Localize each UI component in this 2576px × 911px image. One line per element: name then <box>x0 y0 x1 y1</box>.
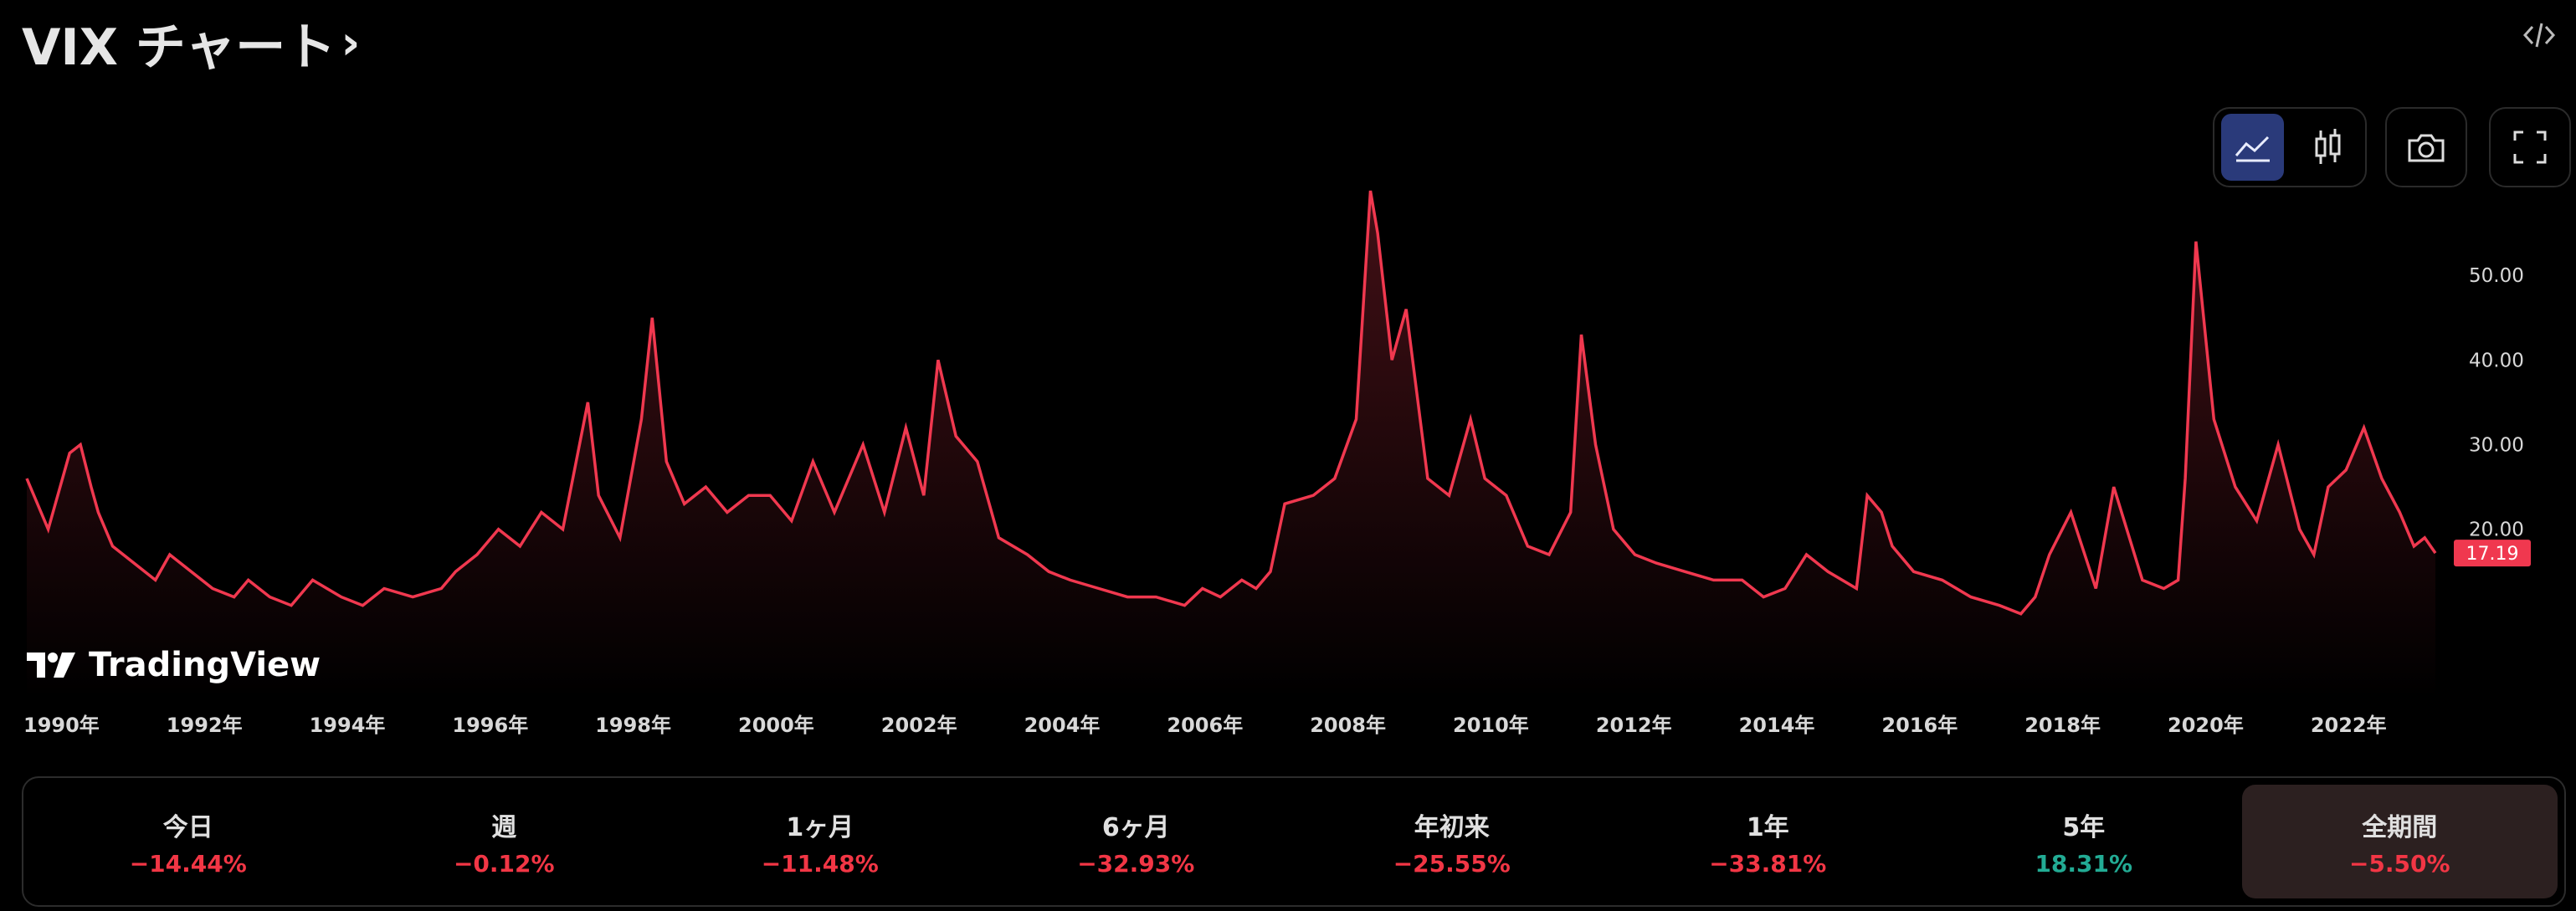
x-axis-tick-label: 1996年 <box>452 714 528 737</box>
performance-tab[interactable]: 1ヶ月 −11.48% <box>662 785 978 898</box>
x-axis-tick-label: 2008年 <box>1310 714 1386 737</box>
performance-change-value: −14.44% <box>129 849 247 878</box>
watermark-text: TradingView <box>89 646 321 684</box>
performance-period-label: 5年 <box>2062 812 2106 842</box>
y-axis-tick-label: 20.00 <box>2469 519 2524 541</box>
title-text[interactable]: VIX チャート <box>22 18 336 77</box>
x-axis-tick-label: 2006年 <box>1167 714 1243 737</box>
performance-change-value: −25.55% <box>1393 849 1511 878</box>
performance-period-label: 週 <box>491 812 517 842</box>
performance-change-value: −11.48% <box>761 849 879 878</box>
x-axis-tick-label: 2018年 <box>2024 714 2101 737</box>
performance-change-value: 18.31% <box>2035 849 2133 878</box>
x-axis-tick-label: 2004年 <box>1024 714 1101 737</box>
tradingview-logo: TradingView <box>25 646 321 684</box>
x-axis-tick-label: 1998年 <box>595 714 671 737</box>
performance-tab[interactable]: 1年 −33.81% <box>1610 785 1927 898</box>
tradingview-logo-icon <box>27 653 75 678</box>
code-embed-icon[interactable] <box>2521 17 2558 54</box>
area-chart-button[interactable] <box>2221 114 2284 181</box>
fullscreen-button[interactable] <box>2497 114 2563 181</box>
y-axis-tick-label: 50.00 <box>2469 265 2524 287</box>
last-price-badge <box>2454 540 2531 567</box>
x-axis-tick-label: 2016年 <box>1881 714 1958 737</box>
chevron-right-icon[interactable]: › <box>341 16 361 70</box>
performance-tab[interactable]: 今日 −14.44% <box>30 785 346 898</box>
x-axis-tick-label: 1990年 <box>23 714 100 737</box>
camera-icon <box>2408 134 2445 162</box>
performance-tab[interactable]: 6ヶ月 −32.93% <box>978 785 1295 898</box>
snapshot-group <box>2385 107 2467 187</box>
x-axis-tick-label: 2014年 <box>1739 714 1815 737</box>
performance-change-value: −0.12% <box>453 849 555 878</box>
snapshot-button[interactable] <box>2394 114 2459 181</box>
candlestick-button[interactable] <box>2296 114 2358 181</box>
performance-change-value: −32.93% <box>1077 849 1195 878</box>
performance-tab[interactable]: 年初来 −25.55% <box>1294 785 1610 898</box>
fullscreen-group <box>2489 107 2571 187</box>
performance-period-label: 全期間 <box>2362 812 2438 842</box>
performance-period-label: 1年 <box>1746 812 1789 842</box>
y-axis-tick-label: 30.00 <box>2469 435 2524 457</box>
performance-period-label: 今日 <box>162 812 213 842</box>
series-line <box>25 190 2437 616</box>
x-axis-tick-label: 2022年 <box>2311 714 2387 737</box>
vix-area-chart[interactable]: 1990年 1992年 1994年 1996年 1998年 2000年 2002年 2004年… <box>0 184 2576 753</box>
performance-tab[interactable]: 週 −0.12% <box>346 785 663 898</box>
performance-change-value: −33.81% <box>1709 849 1827 878</box>
series-area-fill <box>27 191 2435 699</box>
performance-period-label: 年初来 <box>1414 812 1490 842</box>
chart-type-toggle <box>2213 107 2367 187</box>
performance-bar: 今日 −14.44% 週 −0.12% 1ヶ月 −11.48% 6ヶ月 −32.93% 年初来 −… <box>22 776 2566 907</box>
x-axis-tick-label: 2010年 <box>1453 714 1529 737</box>
y-axis-tick-label: 40.00 <box>2469 350 2524 371</box>
fullscreen-icon <box>2513 131 2547 164</box>
x-axis-tick-label: 1992年 <box>167 714 243 737</box>
performance-period-label: 1ヶ月 <box>786 812 854 842</box>
page-title[interactable]: VIX チャート › <box>22 7 360 79</box>
x-axis-tick-label: 2020年 <box>2168 714 2244 737</box>
performance-change-value: −5.50% <box>2348 849 2450 878</box>
performance-tab[interactable]: 全期間 −5.50% <box>2241 785 2558 898</box>
x-axis-tick-label: 1994年 <box>310 714 386 737</box>
x-axis-tick-label: 2012年 <box>1596 714 1672 737</box>
performance-tab[interactable]: 5年 18.31% <box>1926 785 2242 898</box>
last-price-label: 17.19 <box>2466 544 2519 565</box>
x-axis-tick-label: 2000年 <box>738 714 814 737</box>
performance-period-label: 6ヶ月 <box>1101 812 1170 842</box>
area-chart-icon <box>2235 136 2270 162</box>
x-axis-tick-label: 2002年 <box>881 714 957 737</box>
candlestick-icon <box>2315 129 2340 164</box>
